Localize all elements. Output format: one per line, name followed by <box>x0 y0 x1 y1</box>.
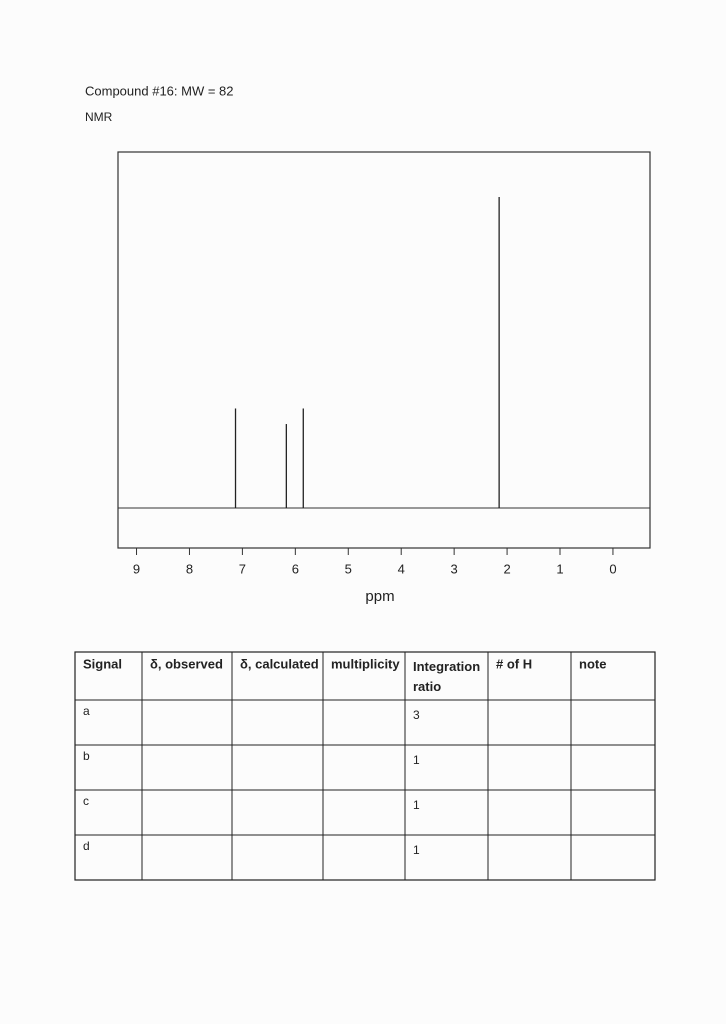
subtitle: NMR <box>85 110 113 124</box>
x-tick-label: 2 <box>503 561 510 576</box>
x-tick-label: 6 <box>292 561 299 576</box>
x-tick-label: 7 <box>239 561 246 576</box>
signal-cell: c <box>83 794 89 808</box>
x-tick-label: 3 <box>451 561 458 576</box>
integration-cell: 1 <box>413 753 420 767</box>
header-cell: note <box>579 656 606 671</box>
signal-cell: d <box>83 839 90 853</box>
title: Compound #16: MW = 82 <box>85 83 234 98</box>
spectrum-frame <box>117 151 651 549</box>
x-tick-label: 1 <box>556 561 563 576</box>
header-cell: δ, observed <box>150 656 223 671</box>
integration-cell: 1 <box>413 798 420 812</box>
table-border <box>74 651 656 881</box>
integration-cell: 1 <box>413 843 420 857</box>
header-cell: # of H <box>496 656 532 671</box>
header-cell: δ, calculated <box>240 656 319 671</box>
x-tick-label: 4 <box>398 561 405 576</box>
x-tick-label: 8 <box>186 561 193 576</box>
signal-cell: b <box>83 749 90 763</box>
table: Signal δ, observed δ, calculated multiplici… <box>74 651 656 881</box>
integration-cell: 3 <box>413 708 420 722</box>
header-cell: Signal <box>83 656 122 671</box>
x-tick-label: 0 <box>609 561 616 576</box>
x-axis-label: ppm <box>365 588 394 605</box>
header-cell: Integration ratio <box>413 659 480 694</box>
signal-cell: a <box>83 704 90 718</box>
x-tick-label: 5 <box>345 561 352 576</box>
header-cell: multiplicity <box>331 656 400 671</box>
x-tick-label: 9 <box>133 561 140 576</box>
